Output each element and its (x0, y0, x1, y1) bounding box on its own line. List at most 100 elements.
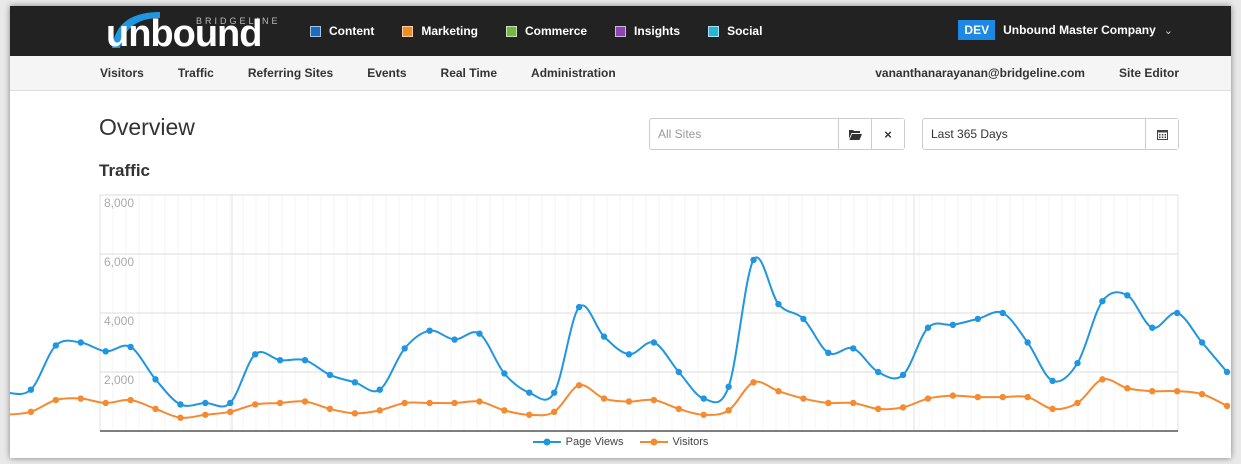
data-point-page-views[interactable] (451, 336, 458, 343)
data-point-visitors[interactable] (899, 404, 907, 411)
data-point-visitors[interactable] (77, 395, 84, 402)
data-point-page-views[interactable] (700, 395, 707, 402)
module-commerce[interactable]: Commerce (506, 24, 587, 38)
data-point-page-views[interactable] (1173, 309, 1181, 317)
data-point-visitors[interactable] (451, 399, 458, 407)
data-point-visitors[interactable] (526, 411, 533, 418)
data-point-visitors[interactable] (426, 399, 433, 407)
data-point-visitors[interactable] (650, 396, 658, 404)
data-point-page-views[interactable] (501, 370, 508, 377)
data-point-visitors[interactable] (152, 405, 159, 413)
data-point-page-views[interactable] (376, 386, 383, 393)
site-editor-link[interactable]: Site Editor (1118, 66, 1179, 80)
data-point-visitors[interactable] (276, 399, 284, 407)
data-point-page-views[interactable] (775, 300, 782, 308)
data-point-page-views[interactable] (825, 349, 832, 357)
data-point-page-views[interactable] (77, 339, 84, 346)
data-point-visitors[interactable] (501, 407, 508, 414)
module-insights[interactable]: Insights (615, 24, 680, 38)
data-point-visitors[interactable] (600, 395, 608, 402)
data-point-visitors[interactable] (102, 399, 109, 407)
data-point-visitors[interactable] (775, 387, 782, 395)
data-point-page-views[interactable] (949, 321, 957, 328)
data-point-visitors[interactable] (1024, 393, 1031, 401)
data-point-visitors[interactable] (127, 396, 134, 404)
data-point-visitors[interactable] (700, 411, 707, 418)
date-range-picker[interactable]: Last 365 Days (922, 118, 1179, 150)
data-point-visitors[interactable] (1124, 385, 1131, 392)
data-point-page-views[interactable] (227, 399, 234, 407)
data-point-visitors[interactable] (227, 408, 234, 416)
data-point-visitors[interactable] (575, 382, 583, 389)
data-point-visitors[interactable] (1074, 399, 1081, 407)
data-point-page-views[interactable] (600, 333, 608, 340)
data-point-visitors[interactable] (301, 398, 309, 405)
data-point-page-views[interactable] (52, 342, 60, 349)
clear-button[interactable]: × (871, 119, 904, 149)
data-point-visitors[interactable] (251, 401, 259, 408)
module-social[interactable]: Social (708, 24, 762, 38)
nav-events[interactable]: Events (367, 66, 407, 80)
legend-visitors[interactable]: Visitors (639, 436, 708, 448)
data-point-visitors[interactable] (202, 411, 209, 418)
data-point-visitors[interactable] (625, 398, 633, 405)
data-point-page-views[interactable] (526, 389, 533, 396)
module-content[interactable]: Content (310, 24, 374, 38)
data-point-visitors[interactable] (1173, 387, 1181, 395)
data-point-page-views[interactable] (276, 357, 284, 364)
folder-open-button[interactable] (838, 119, 871, 149)
data-point-page-views[interactable] (301, 357, 309, 364)
data-point-visitors[interactable] (1149, 387, 1156, 395)
data-point-page-views[interactable] (650, 339, 658, 346)
data-point-visitors[interactable] (376, 407, 383, 414)
calendar-button[interactable] (1145, 119, 1178, 149)
data-point-visitors[interactable] (27, 408, 35, 416)
data-point-page-views[interactable] (625, 351, 633, 358)
nav-referring-sites[interactable]: Referring Sites (247, 66, 334, 80)
data-point-visitors[interactable] (551, 408, 558, 416)
nav-real-time[interactable]: Real Time (440, 66, 498, 80)
data-point-visitors[interactable] (401, 399, 408, 407)
data-point-page-views[interactable] (924, 324, 932, 331)
data-point-page-views[interactable] (675, 368, 682, 376)
data-point-page-views[interactable] (800, 315, 807, 323)
unbound-logo[interactable]: BRIDGELINE unbound (98, 8, 298, 54)
nav-traffic[interactable]: Traffic (177, 66, 214, 80)
data-point-page-views[interactable] (999, 309, 1006, 317)
data-point-page-views[interactable] (152, 376, 159, 383)
data-point-page-views[interactable] (1149, 324, 1156, 331)
data-point-visitors[interactable] (800, 395, 807, 402)
data-point-page-views[interactable] (850, 345, 857, 352)
data-point-visitors[interactable] (750, 379, 757, 386)
data-point-page-views[interactable] (1198, 339, 1206, 346)
data-point-visitors[interactable] (326, 405, 334, 413)
data-point-visitors[interactable] (351, 410, 359, 417)
data-point-page-views[interactable] (874, 368, 882, 376)
data-point-page-views[interactable] (351, 379, 359, 386)
data-point-visitors[interactable] (177, 414, 184, 421)
data-point-page-views[interactable] (1124, 292, 1131, 299)
nav-administration[interactable]: Administration (531, 66, 616, 80)
data-point-page-views[interactable] (102, 348, 109, 355)
data-point-page-views[interactable] (899, 371, 907, 379)
nav-visitors[interactable]: Visitors (100, 66, 144, 80)
data-point-page-views[interactable] (750, 256, 757, 264)
data-point-page-views[interactable] (27, 386, 35, 393)
data-point-page-views[interactable] (1049, 377, 1056, 385)
data-point-page-views[interactable] (326, 371, 334, 379)
data-point-page-views[interactable] (202, 399, 209, 407)
company-switcher[interactable]: DEV Unbound Master Company ⌄ (958, 20, 1173, 40)
data-point-page-views[interactable] (1074, 359, 1081, 367)
data-point-visitors[interactable] (924, 395, 932, 402)
data-point-page-views[interactable] (476, 330, 483, 337)
data-point-visitors[interactable] (52, 396, 60, 404)
data-point-page-views[interactable] (1223, 368, 1231, 376)
data-point-visitors[interactable] (476, 398, 483, 405)
data-point-visitors[interactable] (974, 393, 982, 401)
site-filter-input[interactable] (650, 119, 838, 149)
data-point-visitors[interactable] (1198, 390, 1206, 398)
legend-page-views[interactable]: Page Views (532, 436, 624, 448)
data-point-visitors[interactable] (1223, 402, 1231, 410)
user-email[interactable]: vananthanarayanan@bridgeline.com (875, 66, 1085, 80)
data-point-page-views[interactable] (725, 383, 732, 390)
